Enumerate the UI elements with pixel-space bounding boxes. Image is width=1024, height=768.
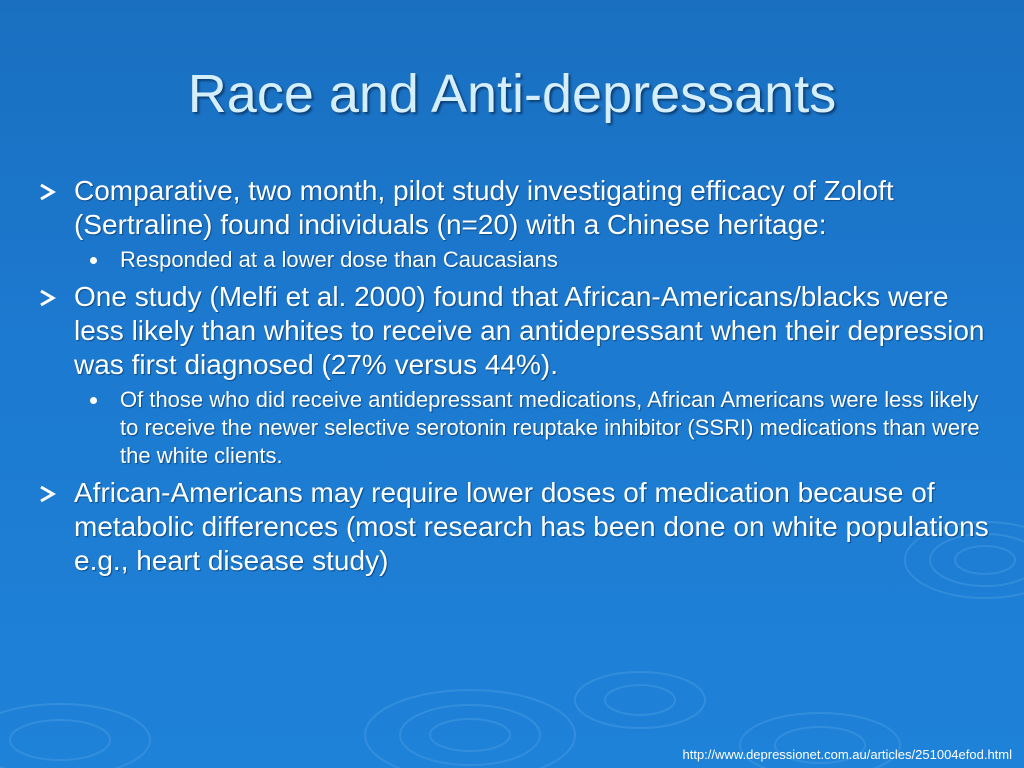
sub-bullet-text: Responded at a lower dose than Caucasian…	[120, 247, 558, 272]
bullet-list: Comparative, two month, pilot study inve…	[36, 174, 996, 582]
sub-bullet-item: Responded at a lower dose than Caucasian…	[36, 246, 996, 274]
sub-bullet-item: Of those who did receive antidepressant …	[36, 386, 996, 470]
source-url: http://www.depressionet.com.au/articles/…	[682, 747, 1012, 762]
arrowhead-bullet-icon	[40, 485, 56, 503]
slide-title: Race and Anti-depressants	[187, 64, 837, 124]
arrowhead-bullet-icon	[40, 289, 56, 307]
bullet-item: One study (Melfi et al. 2000) found that…	[36, 280, 996, 382]
sub-bullet-text: Of those who did receive antidepressant …	[120, 387, 980, 468]
bullet-text: One study (Melfi et al. 2000) found that…	[74, 281, 985, 380]
bullet-text: Comparative, two month, pilot study inve…	[74, 175, 894, 240]
bullet-item: Comparative, two month, pilot study inve…	[36, 174, 996, 242]
dot-bullet-icon	[90, 257, 97, 264]
arrowhead-bullet-icon	[40, 183, 56, 201]
bullet-item: African-Americans may require lower dose…	[36, 476, 996, 578]
bullet-text: African-Americans may require lower dose…	[74, 477, 989, 576]
dot-bullet-icon	[90, 397, 97, 404]
